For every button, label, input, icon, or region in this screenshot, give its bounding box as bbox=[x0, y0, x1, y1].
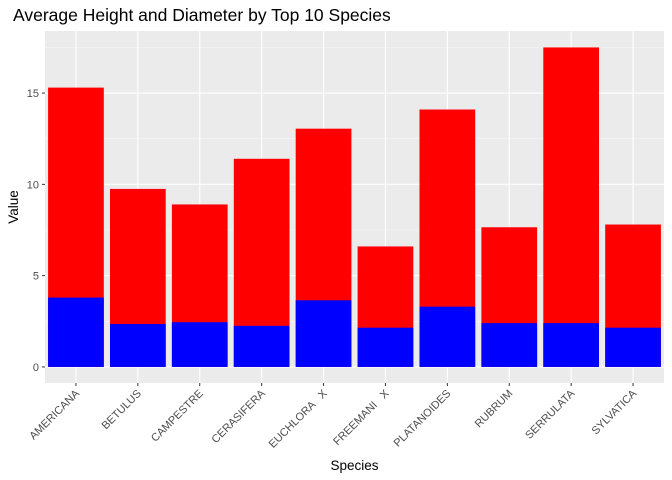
x-tick-label: CERASIFERA bbox=[210, 387, 269, 446]
x-tick-label: SERRULATA bbox=[523, 387, 577, 441]
x-axis-title: Species bbox=[330, 458, 378, 473]
x-tick-label: PLATANOIDES bbox=[392, 388, 454, 450]
chart-title: Average Height and Diameter by Top 10 Sp… bbox=[13, 5, 391, 25]
x-tick-label: CAMPESTRE bbox=[149, 388, 206, 445]
y-tick-label: 0 bbox=[33, 362, 39, 374]
x-tick-label: EUCHLORA X bbox=[267, 387, 330, 450]
y-tick-label: 15 bbox=[27, 88, 39, 100]
x-tick-label: BETULUS bbox=[100, 388, 144, 432]
bar-series2-3 bbox=[233, 325, 290, 367]
bar-series2-0 bbox=[48, 297, 104, 367]
x-tick-label: AMERICANA bbox=[27, 387, 82, 442]
x-tick-label: RUBRUM bbox=[473, 388, 516, 431]
bar-series2-7 bbox=[481, 323, 538, 367]
x-axis: AMERICANA BETULUS CAMPESTRE CERASIFERAEUCHL… bbox=[27, 383, 640, 451]
y-axis: 0 5 10 15 bbox=[27, 88, 45, 374]
bar-series2-1 bbox=[109, 324, 166, 367]
x-tick-label: SYLVATICA bbox=[590, 387, 640, 437]
bars bbox=[48, 47, 661, 367]
bar-series2-6 bbox=[419, 306, 476, 367]
bar-series2-8 bbox=[543, 323, 600, 367]
y-tick-label: 5 bbox=[33, 271, 39, 283]
bar-series1-8 bbox=[543, 47, 600, 367]
bar-series2-2 bbox=[171, 322, 228, 367]
bar-series2-4 bbox=[295, 300, 352, 367]
y-axis-title: Value bbox=[6, 190, 21, 224]
x-tick-label: FREEMANI X bbox=[331, 387, 392, 448]
bar-series2-5 bbox=[357, 327, 414, 367]
y-tick-label: 10 bbox=[27, 179, 39, 191]
bar-series2-9 bbox=[605, 327, 661, 367]
